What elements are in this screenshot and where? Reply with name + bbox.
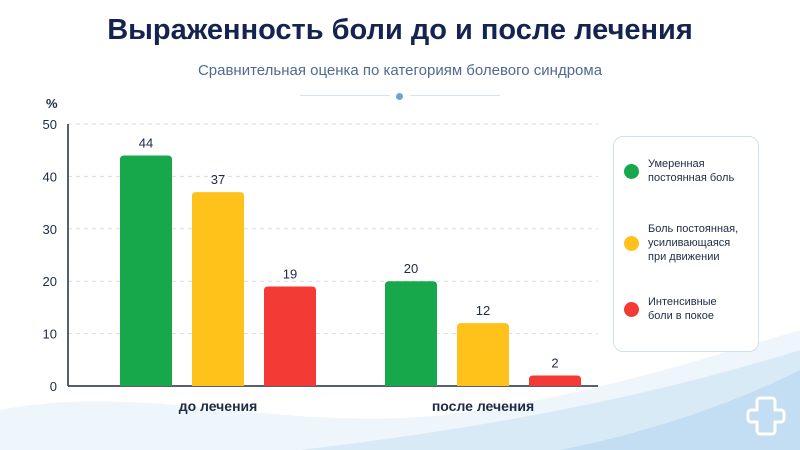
legend-label-line: Интенсивные	[648, 296, 717, 308]
bar	[457, 323, 509, 386]
y-tick-label: 10	[43, 327, 57, 342]
bar-value-label: 44	[139, 135, 153, 150]
chart-title: Выраженность боли до и после лечения	[107, 14, 693, 46]
bar-value-label: 20	[404, 261, 418, 276]
legend-label-moderate: Умеренная постоянная боль	[648, 157, 734, 185]
y-tick-label: 20	[43, 274, 57, 289]
legend-swatch-moderate	[624, 163, 639, 179]
medical-cross-icon	[746, 396, 786, 436]
legend-label-movement: Боль постоянная, усиливающаяся при движе…	[648, 222, 738, 264]
legend-swatch-intense	[624, 301, 639, 317]
x-category-label: после лечения	[432, 398, 534, 414]
bar	[264, 286, 316, 386]
bar	[385, 281, 437, 386]
bar	[192, 192, 244, 386]
bar	[120, 155, 172, 386]
legend-item-movement: Боль постоянная, усиливающаяся при движе…	[624, 222, 756, 264]
legend-label-line: Боль постоянная,	[648, 223, 739, 235]
legend-label-intense: Интенсивные боли в покое	[648, 295, 717, 323]
y-tick-label: 30	[43, 222, 57, 237]
bar-value-label: 19	[283, 266, 297, 281]
bar-value-label: 37	[211, 172, 225, 187]
legend-swatch-movement	[624, 235, 639, 251]
legend-label-line: усиливающаяся	[648, 237, 731, 249]
bar	[529, 375, 581, 386]
chart-legend: Умеренная постоянная боль Боль постоянна…	[613, 136, 759, 352]
chart-subtitle: Сравнительная оценка по категориям болев…	[197, 62, 603, 79]
x-category-label: до лечения	[179, 398, 258, 414]
y-tick-label: 50	[43, 117, 57, 132]
bar-value-label: 12	[476, 303, 490, 318]
legend-item-moderate: Умеренная постоянная боль	[624, 157, 756, 185]
legend-label-line: при движении	[648, 251, 720, 263]
y-tick-label: 0	[50, 379, 57, 394]
legend-label-line: постоянная боль	[648, 172, 735, 184]
legend-label-line: Умеренная	[648, 158, 705, 170]
y-axis-label: %	[46, 96, 58, 111]
title-divider	[300, 90, 500, 102]
bar-value-label: 2	[551, 356, 558, 371]
legend-label-line: боли в покое	[648, 310, 714, 322]
y-tick-label: 40	[43, 169, 57, 184]
legend-item-intense: Интенсивные боли в покое	[624, 295, 756, 323]
